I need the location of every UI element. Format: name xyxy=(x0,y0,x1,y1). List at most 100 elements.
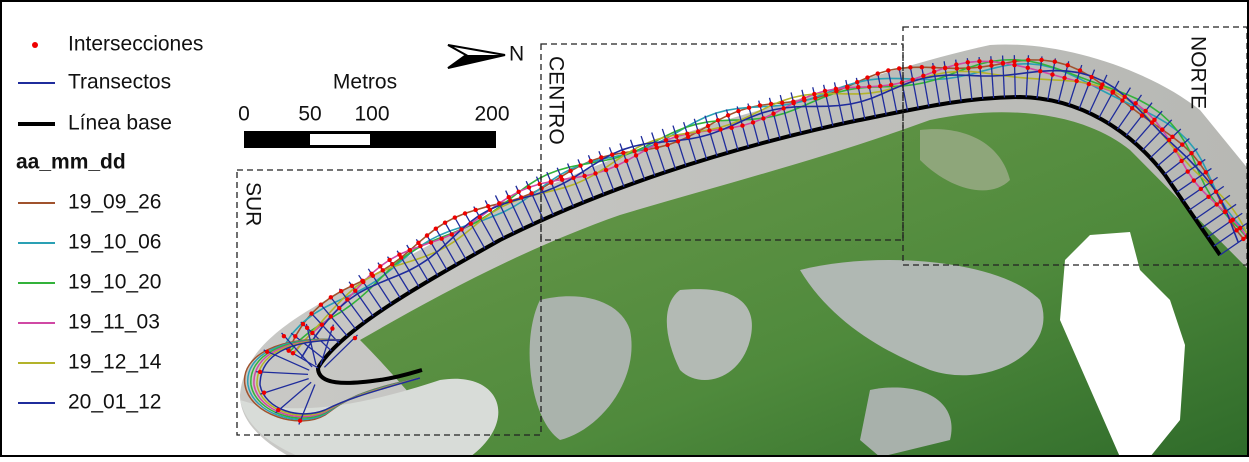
intersection xyxy=(632,149,636,153)
map: SUR CENTRO NORTE Intersecciones Transect… xyxy=(0,0,1249,457)
intersection xyxy=(450,232,454,236)
intersection xyxy=(781,106,785,110)
intersection xyxy=(1012,63,1016,67)
intersection xyxy=(621,151,625,155)
scale-label: 200 xyxy=(474,103,509,126)
legend-label: 19_12_14 xyxy=(68,351,162,374)
intersection xyxy=(780,101,784,105)
intersection xyxy=(463,211,467,215)
intersection xyxy=(931,65,935,69)
intersection xyxy=(1039,58,1043,62)
intersection xyxy=(1185,169,1189,173)
intersection xyxy=(599,155,603,159)
intersection xyxy=(665,143,669,147)
intersection xyxy=(769,102,773,106)
intersection xyxy=(497,201,501,205)
intersection xyxy=(310,331,314,335)
intersection xyxy=(434,226,438,230)
intersection xyxy=(1001,61,1005,65)
intersection xyxy=(1218,199,1222,203)
intersection xyxy=(589,159,593,163)
intersection xyxy=(1209,180,1213,184)
intersection xyxy=(886,68,890,72)
intersection xyxy=(989,59,993,63)
intersection xyxy=(897,66,901,70)
intersection xyxy=(943,66,947,70)
intersection xyxy=(258,370,262,374)
intersection xyxy=(329,295,333,299)
intersection xyxy=(339,289,343,293)
intersection xyxy=(453,215,457,219)
intersection xyxy=(516,190,520,194)
intersection xyxy=(320,322,324,326)
intersection xyxy=(298,418,302,422)
intersection xyxy=(1026,66,1030,70)
intersection xyxy=(350,284,354,288)
intersection xyxy=(378,264,382,268)
intersection xyxy=(954,62,958,66)
intersection xyxy=(1130,106,1134,110)
intersection xyxy=(262,390,266,394)
intersection xyxy=(353,288,357,292)
legend-label: 19_10_20 xyxy=(68,271,161,294)
legend-symbol xyxy=(32,42,38,48)
intersection xyxy=(469,221,473,225)
intersection xyxy=(1120,98,1124,102)
intersection xyxy=(1189,151,1193,155)
intersection xyxy=(696,130,700,134)
intersection xyxy=(291,351,295,355)
intersection xyxy=(1111,89,1115,93)
intersection xyxy=(1160,127,1164,131)
intersection xyxy=(337,306,341,310)
intersection xyxy=(1167,138,1171,142)
intersection xyxy=(473,208,477,212)
intersection xyxy=(571,176,575,180)
intersection xyxy=(1180,142,1184,146)
intersection xyxy=(845,85,849,89)
legend-label: 19_11_03 xyxy=(68,311,160,334)
intersection xyxy=(582,174,586,178)
intersection xyxy=(488,208,492,212)
intersection xyxy=(507,195,511,199)
intersection xyxy=(381,268,385,272)
north-label: N xyxy=(509,43,524,66)
intersection xyxy=(856,85,860,89)
intersection xyxy=(978,65,982,69)
intersection xyxy=(1123,95,1127,99)
intersection xyxy=(865,75,869,79)
intersection xyxy=(390,262,394,266)
intersection xyxy=(301,322,305,326)
scale-label: 100 xyxy=(354,103,389,126)
intersection xyxy=(1170,135,1174,139)
intersection xyxy=(910,77,914,81)
intersection xyxy=(443,220,447,224)
intersection xyxy=(1133,101,1137,105)
intersection xyxy=(644,148,648,152)
intersection xyxy=(664,138,668,142)
intersection xyxy=(802,96,806,100)
intersection xyxy=(429,240,433,244)
intersection xyxy=(282,334,286,338)
intersection xyxy=(740,123,744,127)
intersection xyxy=(1179,159,1183,163)
intersection xyxy=(1192,178,1196,182)
intersection xyxy=(761,116,765,120)
intersection xyxy=(876,71,880,75)
intersection xyxy=(353,336,357,340)
intersection xyxy=(920,65,924,69)
intersection xyxy=(955,66,959,70)
intersection xyxy=(812,92,816,96)
intersection xyxy=(1038,69,1042,73)
intersection xyxy=(1238,226,1242,230)
intersection xyxy=(1087,82,1091,86)
intersection xyxy=(345,297,349,301)
intersection xyxy=(519,195,523,199)
intersection xyxy=(921,74,925,78)
intersection xyxy=(1089,75,1093,79)
intersection xyxy=(610,153,614,157)
intersection xyxy=(527,185,531,189)
intersection xyxy=(369,272,373,276)
intersection xyxy=(614,164,618,168)
intersection xyxy=(824,93,828,97)
intersection xyxy=(685,132,689,136)
